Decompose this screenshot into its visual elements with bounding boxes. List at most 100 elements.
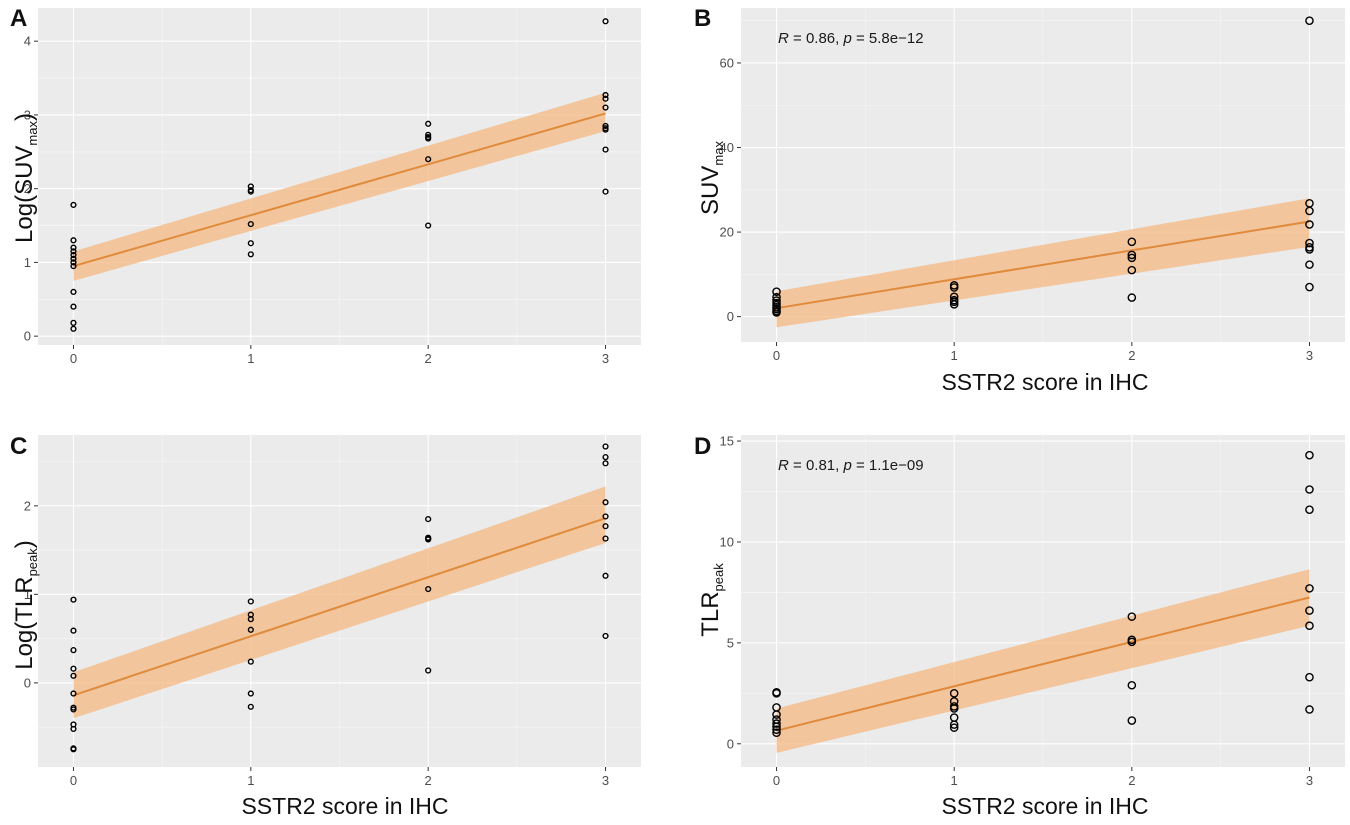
panel-c: 0 1 2 3 0 1 2 C Log(TLRpeak) SSTR2 score in IHC [10,433,641,819]
y-axis-title: TLRpeak [697,563,726,637]
data-point [247,598,254,605]
data-point [1127,680,1137,690]
data-point [70,237,77,244]
data-point [425,131,432,138]
data-point [70,725,77,733]
y-tick-label: 2 [24,181,31,196]
y-tick-label: 1 [24,255,31,270]
x-tick-label: 0 [70,351,77,366]
y-tick-label: 0 [727,736,734,751]
data-point [1305,584,1314,593]
data-point [602,18,609,25]
x-tick-label: 3 [1306,348,1313,363]
data-point [1305,220,1314,229]
x-tick-label: 3 [602,773,609,788]
data-point [602,572,609,579]
x-tick-label: 3 [1306,773,1313,788]
regression-line [776,220,1310,310]
data-point [772,722,781,731]
data-point [425,222,432,229]
y-tick-label: 2 [24,498,31,513]
data-point [247,187,254,194]
y-tick-label: 3 [24,107,31,122]
confidence-band [776,569,1310,753]
data-point [247,690,254,697]
x-tick-label: 1 [247,351,254,366]
y-tick-label: 0 [24,329,31,344]
data-point [1305,505,1314,514]
data-point [602,91,609,99]
data-point [602,125,609,132]
data-point [1127,612,1137,621]
data-point [602,146,609,153]
regression-line [776,596,1310,732]
data-point [247,251,254,258]
x-tick-label: 0 [70,773,77,788]
panel-letter: B [694,5,711,32]
y-tick-label: 20 [720,225,734,240]
panel-letter: D [694,433,711,460]
data-point [247,626,254,633]
y-tick-label: 60 [720,55,734,70]
x-axis-title: SSTR2 score in IHC [941,369,1148,395]
data-point [425,133,432,141]
data-point [772,689,781,698]
y-tick-label: 40 [720,140,734,155]
data-point [425,516,432,523]
panel-letter: C [10,433,27,460]
data-point [602,188,609,195]
data-point [602,523,609,530]
data-point [70,325,77,332]
data-point [949,723,959,732]
data-point [949,689,959,698]
data-point [70,706,77,713]
data-point [425,667,432,674]
data-point [949,720,959,729]
x-tick-label: 0 [773,348,780,363]
data-point [70,255,77,262]
data-point [70,251,77,259]
data-point [1305,485,1314,494]
x-tick-label: 3 [602,351,609,366]
data-point [70,665,77,672]
data-point [247,703,254,710]
data-point [425,156,432,163]
x-tick-label: 2 [1128,773,1135,788]
data-point [1305,16,1314,25]
data-point [772,308,781,317]
data-point [602,443,609,450]
correlation-annotation: R = 0.86, p = 5.8e−12 [778,30,924,47]
data-point [70,672,77,679]
data-point [247,240,254,247]
data-point [70,319,77,326]
y-tick-label: 15 [720,434,734,449]
y-tick-label: 5 [727,635,734,650]
data-point [70,248,77,255]
confidence-band [776,198,1310,328]
data-point [949,283,959,292]
x-axis-title: SSTR2 score in IHC [241,793,448,819]
data-point [70,746,77,753]
x-tick-label: 2 [425,351,432,366]
data-point [70,262,77,270]
data-point [949,300,959,309]
data-point [1305,282,1314,292]
y-tick-label: 0 [24,675,31,690]
x-tick-label: 1 [247,773,254,788]
data-point [1127,637,1137,647]
data-point [772,719,781,728]
panel-a: 0 1 2 3 0 1 2 3 4 A Log(SUVmax) [10,5,641,366]
data-point [772,725,781,734]
data-point [1305,245,1314,254]
data-point [70,596,77,603]
data-point [70,259,77,266]
confidence-band [73,486,606,719]
data-point [1305,450,1314,460]
data-point [602,454,609,461]
data-point [772,287,781,296]
y-tick-label: 10 [720,534,734,549]
data-point [425,585,432,593]
confidence-band [73,92,606,281]
data-point [772,728,781,737]
